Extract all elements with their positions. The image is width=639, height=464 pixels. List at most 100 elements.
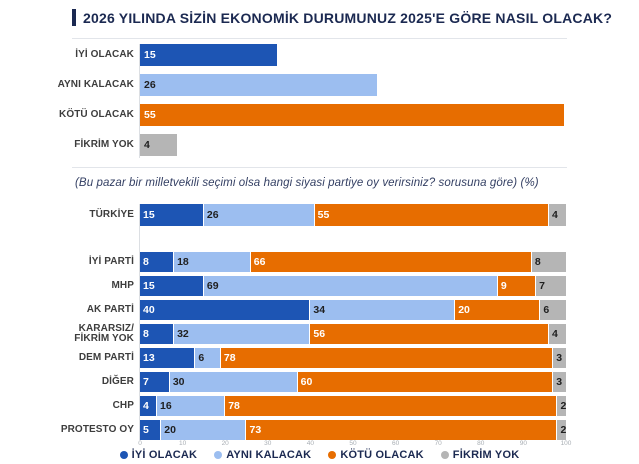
segment-value-label: 9: [501, 280, 507, 292]
bar-segment: 26: [204, 204, 315, 226]
bar-plot-area: 55: [140, 104, 566, 126]
bar-segment: 6: [540, 300, 566, 320]
segment-value-label: 8: [143, 328, 149, 340]
legend-label: FİKRİM YOK: [453, 449, 520, 461]
stacked-plot-area: 832564: [140, 324, 566, 344]
segment-value-label: 2: [560, 424, 566, 436]
segment-value-label: 40: [143, 304, 155, 316]
bar-segment: 2: [557, 396, 566, 416]
bar-segment: 16: [157, 396, 225, 416]
title-divider: [72, 38, 567, 39]
section-divider: [72, 167, 567, 168]
segment-value-label: 56: [313, 328, 325, 340]
segment-value-label: 26: [207, 209, 219, 221]
stacked-bar-row: PROTESTO OY520732: [0, 420, 639, 440]
bar-segment: 34: [310, 300, 455, 320]
stacked-bar-row: AK PARTİ40 34 20 6: [0, 300, 639, 320]
y-axis-line-stacked: [139, 204, 140, 440]
category-label: DİĞER: [0, 372, 140, 392]
title-accent-bar: [72, 9, 76, 26]
bar-segment: 66: [251, 252, 532, 272]
axis-tick-label: 40: [307, 440, 314, 448]
category-label: İYİ PARTİ: [0, 252, 140, 272]
axis-tick-label: 80: [477, 440, 484, 448]
bar-segment: 4: [549, 204, 566, 226]
legend-dot-icon: [214, 451, 222, 459]
bar-value-label: 55: [144, 109, 156, 121]
bar-segment: 2: [557, 420, 566, 440]
category-label: TÜRKİYE: [0, 204, 140, 226]
legend-dot-icon: [441, 451, 449, 459]
segment-value-label: 16: [160, 400, 172, 412]
bar-row: İYİ OLACAK15: [0, 44, 639, 66]
segment-value-label: 6: [543, 304, 549, 316]
segment-value-label: 66: [254, 256, 266, 268]
bar-segment: 60: [298, 372, 554, 392]
bar-plot-area: 4: [140, 134, 566, 156]
category-label: FİKRİM YOK: [0, 134, 140, 156]
legend-label: AYNI KALACAK: [226, 449, 311, 461]
stacked-bar-row: DİĞER730603: [0, 372, 639, 392]
top-bar-chart: İYİ OLACAK15 AYNI KALACAK26 KÖTÜ OLACAK 55 F…: [0, 44, 639, 164]
stacked-bar-row: CHP4 16 78 2: [0, 396, 639, 416]
page-title: 2026 YILINDA SİZİN EKONOMİK DURUMUNUZ 20…: [83, 10, 612, 26]
bar-segment: 6: [195, 348, 221, 368]
bar-segment: 18: [174, 252, 251, 272]
bar-segment: 15: [140, 204, 204, 226]
segment-value-label: 78: [228, 400, 240, 412]
bar-segment: 5: [140, 420, 161, 440]
stacked-bar-row: İYİ PARTİ818668: [0, 252, 639, 272]
stacked-plot-area: 730603: [140, 372, 566, 392]
bar-value-label: 4: [144, 139, 150, 151]
bar-segment: 30: [170, 372, 298, 392]
bar-plot-area: 26: [140, 74, 566, 96]
category-label: KÖTÜ OLACAK: [0, 104, 140, 126]
segment-value-label: 4: [552, 328, 558, 340]
stacked-plot-area: 15 26 55 4: [140, 204, 566, 226]
segment-value-label: 20: [458, 304, 470, 316]
bar-row: FİKRİM YOK 4: [0, 134, 639, 156]
stacked-plot-area: 520732: [140, 420, 566, 440]
segment-value-label: 78: [224, 352, 236, 364]
stacked-plot-area: 4 16 78 2: [140, 396, 566, 416]
bar-segment: 8: [140, 324, 174, 344]
bar-segment: 40: [140, 300, 310, 320]
segment-value-label: 2: [560, 400, 566, 412]
axis-tick-label: 20: [222, 440, 229, 448]
segment-value-label: 6: [198, 352, 204, 364]
axis-tick-label: 10: [179, 440, 186, 448]
category-label: AK PARTİ: [0, 300, 140, 320]
chart-legend: İYİ OLACAKAYNI KALACAKKÖTÜ OLACAKFİKRİM …: [0, 449, 639, 461]
segment-value-label: 55: [318, 209, 330, 221]
bar-segment: 7: [536, 276, 566, 296]
segment-value-label: 15: [143, 209, 155, 221]
segment-value-label: 3: [556, 352, 562, 364]
bar-segment: 69: [204, 276, 498, 296]
bar-segment: 4: [140, 396, 157, 416]
axis-tick-label: 100: [561, 440, 572, 448]
segment-value-label: 7: [539, 280, 545, 292]
legend-item: AYNI KALACAK: [214, 449, 311, 461]
chart-subtitle: (Bu pazar bir milletvekili seçimi olsa h…: [75, 177, 539, 189]
bar-segment: 15: [140, 276, 204, 296]
segment-value-label: 20: [164, 424, 176, 436]
bar-segment: 4: [140, 134, 177, 156]
stacked-bar-row: MHP1569 9 7: [0, 276, 639, 296]
category-label: MHP: [0, 276, 140, 296]
bar-segment: 4: [549, 324, 566, 344]
category-label: İYİ OLACAK: [0, 44, 140, 66]
category-label: KARARSIZ/ FİKRİM YOK: [0, 324, 140, 344]
segment-value-label: 3: [556, 376, 562, 388]
bar-segment: 3: [553, 372, 566, 392]
axis-tick-label: 60: [392, 440, 399, 448]
stacked-bar-row: KARARSIZ/ FİKRİM YOK832564: [0, 324, 639, 344]
stacked-plot-area: 818668: [140, 252, 566, 272]
segment-value-label: 69: [207, 280, 219, 292]
legend-dot-icon: [328, 451, 336, 459]
segment-value-label: 34: [313, 304, 325, 316]
bar-segment: 20: [455, 300, 540, 320]
bar-row: AYNI KALACAK26: [0, 74, 639, 96]
segment-value-label: 4: [143, 400, 149, 412]
bar-segment: 55: [315, 204, 549, 226]
category-label: CHP: [0, 396, 140, 416]
